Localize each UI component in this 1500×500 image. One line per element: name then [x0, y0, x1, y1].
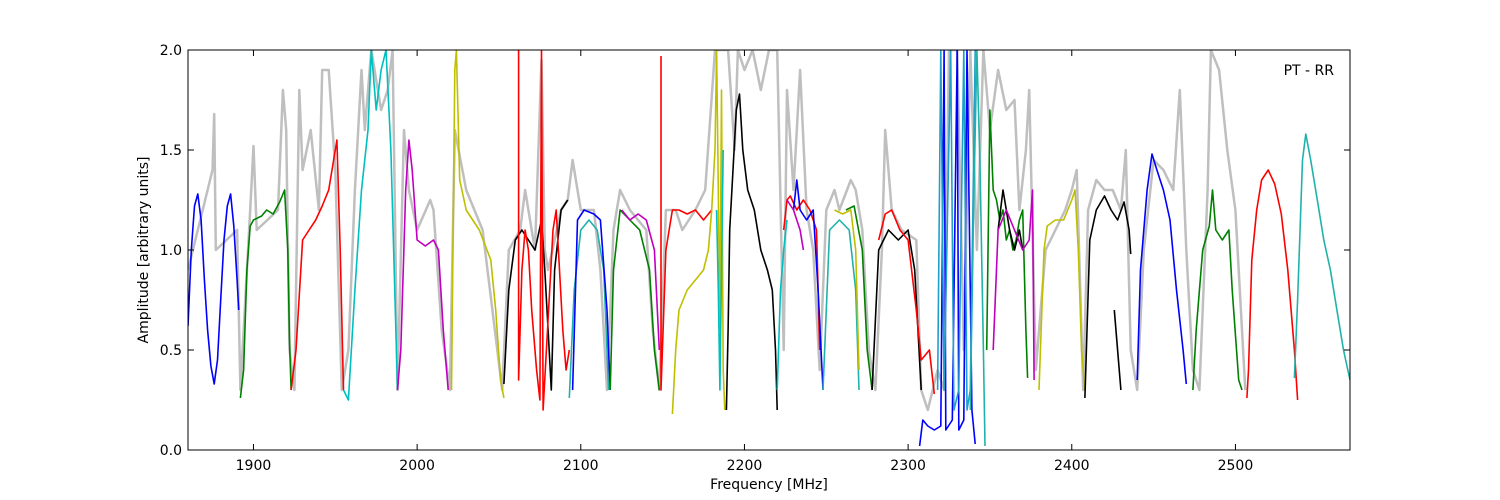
x-tick-label: 2500	[1218, 458, 1254, 474]
series-line-14	[671, 50, 726, 415]
series-line-12	[621, 209, 661, 351]
series-line-11	[609, 209, 661, 391]
series-line-16	[725, 93, 778, 411]
y-axis-title: Amplitude [arbitrary units]	[136, 157, 152, 344]
series-line-29	[985, 109, 1029, 379]
series-line-24	[871, 229, 922, 391]
background-trace	[188, 50, 1247, 412]
series-line-5	[396, 139, 449, 391]
plot-background	[188, 50, 1350, 450]
series-line-25	[877, 209, 936, 395]
series-line-32	[1038, 189, 1086, 391]
series-line-1	[188, 193, 240, 385]
y-axis: 0.0 0.5 1.0 1.5 2.0	[160, 43, 1350, 459]
series-line-37	[1246, 169, 1299, 401]
x-tick-label: 2300	[890, 458, 926, 474]
series-line-3	[290, 139, 345, 391]
series-line-2	[239, 189, 292, 399]
x-axis: 1900 2000 2100 2200 2300 2400 2500	[236, 50, 1254, 474]
series-line-23	[845, 205, 873, 391]
y-tick-label: 1.5	[160, 143, 182, 159]
series-line-15	[715, 149, 724, 391]
series-line-28	[969, 50, 986, 447]
y-tick-label: 2.0	[160, 43, 182, 59]
y-tick-label: 0.5	[160, 343, 182, 359]
x-tick-label: 2100	[563, 458, 599, 474]
series-line-26	[918, 50, 976, 447]
x-axis-title: Frequency [MHz]	[710, 477, 828, 493]
x-tick-label: 2400	[1054, 458, 1090, 474]
series-line-35	[1136, 153, 1188, 385]
y-tick-label: 0.0	[160, 443, 182, 459]
series-line-34	[1113, 309, 1122, 391]
x-tick-label: 2200	[727, 458, 763, 474]
series-layer	[188, 50, 1350, 447]
series-line-27	[936, 50, 976, 411]
series-line-4	[342, 50, 399, 401]
background-trace-layer	[188, 50, 1247, 412]
series-line-8	[517, 50, 571, 411]
series-line-22	[834, 209, 860, 371]
series-line-19	[792, 179, 824, 391]
series-line-6	[450, 50, 505, 399]
x-tick-label: 2000	[399, 458, 435, 474]
series-line-21	[822, 219, 860, 391]
series-line-31	[992, 189, 1035, 381]
y-tick-label: 1.0	[160, 243, 182, 259]
series-line-17	[776, 219, 788, 391]
series-line-33	[1084, 195, 1132, 399]
series-line-30	[997, 189, 1024, 251]
series-line-10	[571, 209, 611, 391]
series-line-20	[786, 199, 805, 251]
series-line-13	[660, 56, 713, 391]
plot-area	[188, 50, 1350, 447]
chart-annotation: PT - RR	[1284, 63, 1335, 79]
series-line-38	[1293, 133, 1350, 381]
series-line-36	[1192, 189, 1243, 391]
x-tick-label: 1900	[236, 458, 272, 474]
